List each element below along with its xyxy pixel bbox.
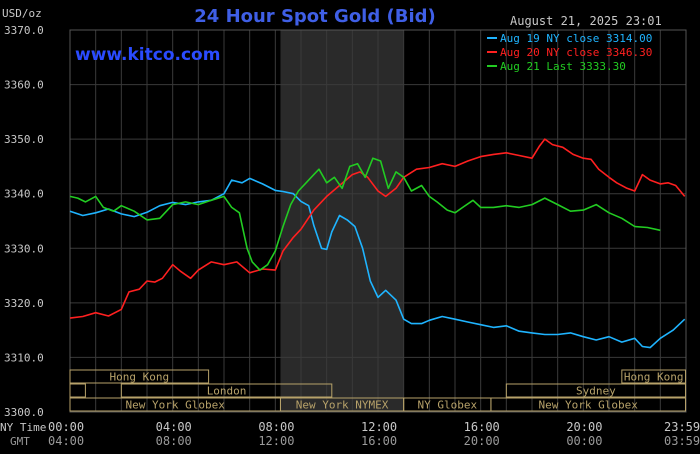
ny-time-label: NY Time bbox=[0, 421, 46, 434]
grid-layer bbox=[69, 29, 687, 413]
timestamp: August 21, 2025 23:01 bbox=[510, 14, 662, 28]
gmt-tick-label: 08:00 bbox=[156, 434, 192, 448]
market-box bbox=[69, 383, 86, 398]
series-line bbox=[69, 177, 686, 349]
series-layer bbox=[69, 138, 686, 349]
brand-watermark: www.kitco.com bbox=[75, 45, 220, 65]
ny-tick-label: 00:00 bbox=[48, 420, 84, 434]
gmt-label: GMT bbox=[10, 435, 30, 448]
shaded-region-layer bbox=[280, 30, 404, 412]
y-tick-label: 3350.0 bbox=[4, 133, 44, 146]
ny-tick-label: 20:00 bbox=[566, 420, 602, 434]
market-box bbox=[505, 383, 686, 398]
gmt-tick-label: 03:59 bbox=[664, 434, 700, 448]
ny-tick-label: 23:59 bbox=[664, 420, 700, 434]
market-label: Hong Kong bbox=[624, 371, 684, 384]
ny-tick-label: 12:00 bbox=[361, 420, 397, 434]
market-label: New York NYMEX bbox=[296, 399, 389, 412]
y-tick-label: 3330.0 bbox=[4, 242, 44, 255]
y-tick-label: 3370.0 bbox=[4, 24, 44, 37]
y-tick-label: 3340.0 bbox=[4, 188, 44, 201]
market-label: NY Globex bbox=[417, 399, 477, 412]
y-tick-label: 3320.0 bbox=[4, 297, 44, 310]
ny-tick-label: 16:00 bbox=[464, 420, 500, 434]
y-tick-label: 3360.0 bbox=[4, 79, 44, 92]
market-label: Sydney bbox=[576, 385, 616, 398]
market-label: New York Globex bbox=[126, 399, 226, 412]
series-line bbox=[69, 138, 686, 319]
market-label: New York Globex bbox=[539, 399, 639, 412]
plot-frame bbox=[69, 29, 687, 413]
shaded-region bbox=[280, 30, 404, 412]
series-line bbox=[69, 157, 661, 271]
market-label: Hong Kong bbox=[109, 371, 169, 384]
x-tick-labels: 00:0004:0004:0008:0008:0012:0012:0016:00… bbox=[48, 420, 700, 448]
gmt-tick-label: 04:00 bbox=[48, 434, 84, 448]
legend-item-aug19: Aug 19 NY close 3314.00 bbox=[500, 32, 652, 45]
market-box bbox=[120, 383, 333, 398]
ny-tick-label: 04:00 bbox=[156, 420, 192, 434]
y-tick-labels: 3300.0 3310.0 3320.0 3330.0 3340.0 3350.0 3360… bbox=[4, 24, 44, 419]
legend-item-aug21: Aug 21 Last 3333.30 bbox=[500, 60, 626, 73]
ny-tick-label: 08:00 bbox=[258, 420, 294, 434]
chart-title: 24 Hour Spot Gold (Bid) bbox=[194, 6, 435, 27]
market-box bbox=[490, 397, 686, 412]
market-box bbox=[621, 369, 686, 384]
gmt-tick-label: 20:00 bbox=[464, 434, 500, 448]
y-tick-label: 3300.0 bbox=[4, 406, 44, 419]
legend: Aug 19 NY close 3314.00 Aug 20 NY close … bbox=[487, 32, 652, 73]
gmt-tick-label: 12:00 bbox=[258, 434, 294, 448]
market-label: London bbox=[207, 385, 247, 398]
gmt-tick-label: 16:00 bbox=[361, 434, 397, 448]
gmt-tick-label: 00:00 bbox=[566, 434, 602, 448]
unit-label: USD/oz bbox=[2, 7, 42, 20]
market-box bbox=[69, 369, 210, 384]
legend-item-aug20: Aug 20 NY close 3346.30 bbox=[500, 46, 652, 59]
y-tick-label: 3310.0 bbox=[4, 351, 44, 364]
